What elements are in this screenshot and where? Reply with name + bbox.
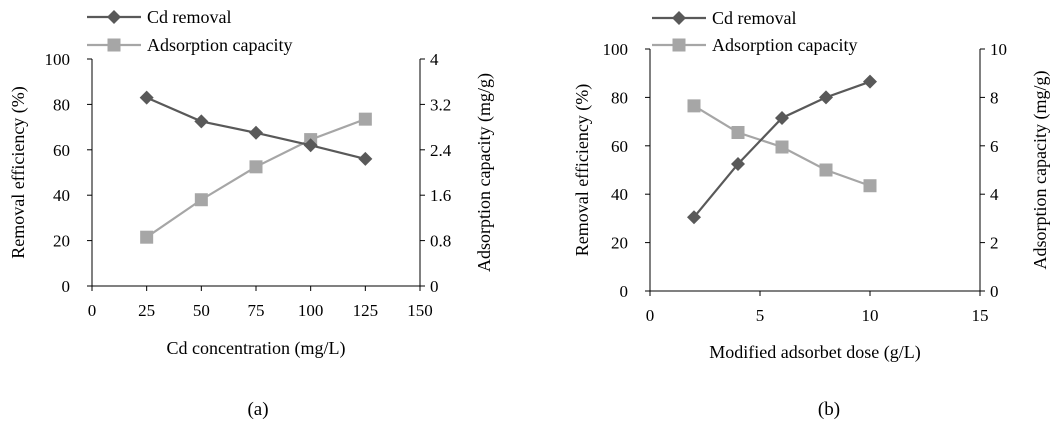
chart-a-data-point-adsorption-capacity — [194, 193, 208, 207]
chart-a-x-axis-title: Cd concentration (mg/L) — [167, 338, 346, 359]
chart-b-caption: (b) — [818, 399, 840, 420]
chart-b-data-point-cd-removal — [819, 90, 833, 105]
chart-a-y2-tick-label: 4 — [430, 50, 439, 69]
chart-a-legend-marker-adsorption-capacity — [107, 38, 121, 52]
chart-a-y2-tick-label: 0.8 — [430, 232, 451, 251]
chart-b-legend-label-cd-removal: Cd removal — [712, 8, 796, 28]
chart-b-y-axis-title: Removal efficiency (%) — [572, 84, 593, 257]
chart-a-panel: 0 25 50 75 100 125 150 0 20 40 60 80 100 0 0.8 1.6 2.4 3.… — [8, 7, 495, 420]
chart-a-data-point-cd-removal — [303, 138, 318, 153]
chart-b-x-tick-label: 5 — [756, 306, 765, 325]
chart-b-data-point-adsorption-capacity — [687, 99, 701, 113]
chart-b-x-tick-label: 10 — [862, 306, 879, 325]
chart-b-x-tick-label: 0 — [646, 306, 655, 325]
chart-a-legend-label-cd-removal: Cd removal — [147, 7, 231, 27]
chart-a-legend-label-adsorption-capacity: Adsorption capacity — [147, 35, 292, 55]
chart-a-x-tick-label: 150 — [407, 301, 433, 320]
chart-b-data-point-adsorption-capacity — [775, 140, 789, 154]
chart-b-data-point-adsorption-capacity — [863, 179, 877, 193]
chart-a-x-tick-label: 25 — [138, 301, 155, 320]
chart-b-legend-marker-cd-removal — [672, 11, 686, 25]
chart-b-y-tick-label: 40 — [611, 185, 628, 204]
chart-b-y2-tick-label: 2 — [990, 234, 999, 253]
chart-b-y-tick-label: 0 — [620, 282, 629, 301]
chart-b-data-point-cd-removal — [731, 156, 745, 171]
chart-b-data-point-cd-removal — [775, 110, 789, 125]
chart-b-legend-marker-adsorption-capacity — [672, 38, 686, 52]
chart-a-data-point-cd-removal — [139, 90, 154, 105]
chart-a-y-tick-label: 0 — [62, 277, 71, 296]
chart-a-x-tick-label: 0 — [88, 301, 97, 320]
chart-b-y-tick-label: 80 — [611, 88, 628, 107]
chart-a-x-tick-label: 75 — [248, 301, 265, 320]
chart-a-data-point-adsorption-capacity — [140, 230, 154, 244]
chart-a-x-tick-label: 50 — [193, 301, 210, 320]
chart-a-y2-axis-title: Adsorption capacity (mg/g) — [474, 73, 495, 272]
chart-a-y-tick-label: 40 — [53, 186, 70, 205]
chart-b-x-tick-label: 15 — [972, 306, 989, 325]
chart-b-data-point-cd-removal — [687, 210, 701, 225]
chart-a-y-axis-title: Removal efficiency (%) — [8, 86, 29, 259]
chart-a-y-tick-label: 80 — [53, 95, 70, 114]
chart-a-x-tick-label: 125 — [353, 301, 379, 320]
chart-b-legend-label-adsorption-capacity: Adsorption capacity — [712, 35, 857, 55]
chart-b-y-tick-label: 20 — [611, 234, 628, 253]
chart-b-y-tick-label: 100 — [603, 40, 629, 59]
chart-a-y2-tick-label: 3.2 — [430, 95, 451, 114]
chart-a-y-tick-label: 100 — [45, 50, 71, 69]
chart-b-x-axis-title: Modified adsorbet dose (g/L) — [709, 342, 920, 363]
chart-b-y2-tick-label: 8 — [990, 88, 999, 107]
chart-b-y2-tick-label: 6 — [990, 137, 999, 156]
chart-b-y2-tick-label: 10 — [990, 40, 1007, 59]
chart-a-data-point-adsorption-capacity — [358, 112, 372, 126]
chart-a-caption: (a) — [247, 399, 268, 420]
chart-b-y2-tick-label: 4 — [990, 185, 999, 204]
chart-b-y2-axis-title: Adsorption capacity (mg/g) — [1030, 71, 1051, 270]
chart-b-data-point-adsorption-capacity — [819, 163, 833, 177]
chart-a-data-point-cd-removal — [249, 125, 263, 140]
chart-a-data-point-cd-removal — [358, 151, 373, 166]
chart-b-y-tick-label: 60 — [611, 137, 628, 156]
chart-a-x-tick-label: 100 — [298, 301, 324, 320]
chart-a-data-point-adsorption-capacity — [249, 160, 263, 174]
chart-a-data-point-cd-removal — [194, 114, 209, 129]
chart-a-y2-tick-label: 0 — [430, 277, 439, 296]
chart-b-y2-tick-label: 0 — [990, 282, 999, 301]
chart-a-y2-tick-label: 2.4 — [430, 141, 452, 160]
chart-a-y-tick-label: 60 — [53, 141, 70, 160]
chart-a-y-tick-label: 20 — [53, 232, 70, 251]
chart-b-data-point-cd-removal — [863, 74, 877, 89]
chart-b-data-point-adsorption-capacity — [731, 125, 745, 139]
chart-a-legend-marker-cd-removal — [107, 10, 121, 24]
chart-a-y2-tick-label: 1.6 — [430, 186, 451, 205]
